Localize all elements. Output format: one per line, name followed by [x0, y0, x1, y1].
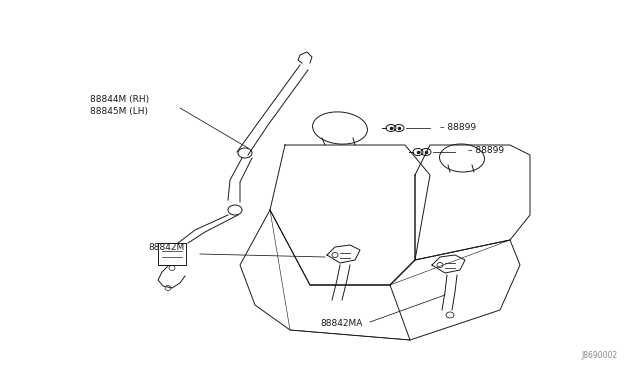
Text: 88842MA: 88842MA: [320, 319, 362, 328]
Text: – 88899: – 88899: [468, 146, 504, 155]
Text: 88844M (RH): 88844M (RH): [90, 95, 149, 104]
Text: – 88899: – 88899: [440, 123, 476, 132]
Text: J8690002: J8690002: [582, 351, 618, 360]
Text: 88845M (LH): 88845M (LH): [90, 107, 148, 116]
Text: 88842M: 88842M: [148, 243, 184, 252]
